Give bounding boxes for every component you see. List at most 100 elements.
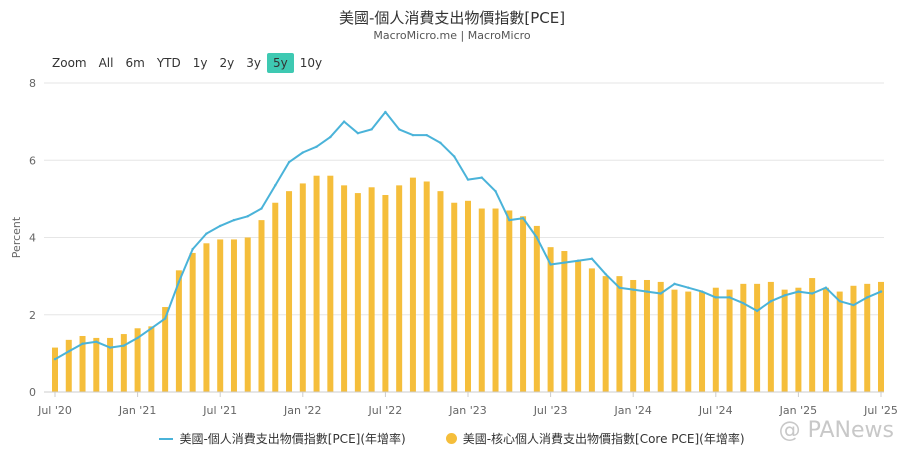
pce-point xyxy=(95,340,98,343)
pce-point xyxy=(274,184,277,187)
y-axis-label: Percent xyxy=(10,216,23,258)
core-pce-bar xyxy=(148,326,155,392)
core-pce-bar xyxy=(671,289,678,392)
pce-point xyxy=(783,294,786,297)
pce-point xyxy=(824,286,828,289)
legend-item-pce[interactable]: 美國-個人消費支出物價指數[PCE](年增率) xyxy=(159,430,406,447)
core-pce-bar xyxy=(52,347,58,392)
legend-label-pce: 美國-個人消費支出物價指數[PCE](年增率) xyxy=(179,432,406,446)
legend-label-core-pce: 美國-核心個人消費支出物價指數[Core PCE](年增率) xyxy=(462,432,745,446)
zoom-button-6m[interactable]: 6m xyxy=(125,56,145,70)
core-pce-bar xyxy=(368,187,375,392)
core-pce-bar xyxy=(781,289,788,392)
legend-item-core-pce[interactable]: 美國-核心個人消費支出物價指數[Core PCE](年增率) xyxy=(445,430,745,447)
zoom-button-ytd[interactable]: YTD xyxy=(156,56,181,70)
pce-point xyxy=(618,286,621,289)
pce-point xyxy=(659,292,662,295)
zoom-button-1y[interactable]: 1y xyxy=(192,56,208,70)
core-pce-bar xyxy=(767,281,774,392)
core-pce-bar xyxy=(286,191,293,392)
pce-point xyxy=(53,357,57,361)
core-pce-bar xyxy=(134,328,141,392)
core-pce-bar xyxy=(423,181,430,392)
core-pce-bar xyxy=(754,283,761,392)
core-pce-bar xyxy=(313,175,320,392)
core-pce-bar xyxy=(836,291,843,392)
pce-point xyxy=(342,120,346,123)
y-tick-label: 6 xyxy=(29,154,36,167)
core-pce-bar xyxy=(809,278,816,392)
x-tick-label: Jul '25 xyxy=(863,404,898,417)
pce-point xyxy=(122,344,126,347)
core-pce-bar xyxy=(822,287,829,392)
pce-point xyxy=(425,133,428,137)
pce-point xyxy=(177,280,181,284)
pce-point xyxy=(219,224,222,228)
pce-point xyxy=(205,232,208,235)
pce-point xyxy=(370,128,373,131)
core-pce-bar xyxy=(492,208,499,392)
core-pce-bar xyxy=(65,339,72,392)
core-pce-bar xyxy=(465,200,471,392)
core-pce-bar xyxy=(602,276,609,392)
zoom-button-5y[interactable]: 5y xyxy=(266,53,294,73)
x-tick-label: Jan '25 xyxy=(779,404,817,417)
chart-legend: 美國-個人消費支出物價指數[PCE](年增率) 美國-核心個人消費支出物價指數[… xyxy=(0,430,904,447)
core-pce-bar xyxy=(120,334,127,392)
pce-point xyxy=(480,176,483,179)
pce-point xyxy=(384,110,387,114)
core-pce-bar xyxy=(382,195,389,392)
pce-point xyxy=(246,215,249,218)
core-pce-bar xyxy=(699,291,706,392)
core-pce-bar xyxy=(230,239,237,392)
zoom-button-3y[interactable]: 3y xyxy=(246,56,261,70)
core-pce-bar xyxy=(327,175,334,392)
pce-point xyxy=(755,309,759,313)
core-pce-bar xyxy=(189,252,196,392)
core-pce-bar xyxy=(79,335,86,392)
core-pce-bar xyxy=(616,276,623,392)
zoom-button-2y[interactable]: 2y xyxy=(219,56,235,70)
core-pce-bar xyxy=(533,225,540,392)
pce-point xyxy=(673,282,676,286)
pce-point xyxy=(797,290,800,293)
pce-point xyxy=(645,290,649,293)
pce-point xyxy=(742,301,745,305)
x-tick-label: Jan '23 xyxy=(448,404,486,417)
pce-point xyxy=(67,350,70,353)
core-pce-bar xyxy=(203,243,210,392)
core-pce-bar xyxy=(162,307,169,392)
pce-point xyxy=(590,257,594,260)
pce-point xyxy=(315,145,318,148)
pce-point xyxy=(397,128,401,131)
chart-plot-area: 0 2 4 6 8 Percent Jul '20 Jan '21 Jul '21 Jan '22… xyxy=(10,77,898,417)
pce-point xyxy=(535,236,539,239)
zoom-button-10y[interactable]: 10y xyxy=(299,56,323,70)
pce-point xyxy=(329,135,332,139)
pce-point xyxy=(136,336,139,340)
y-tick-label: 0 xyxy=(29,386,36,399)
core-pce-bar xyxy=(520,216,527,392)
core-pce-bar xyxy=(864,283,871,392)
core-pce-bar xyxy=(726,289,733,392)
zoom-button-all[interactable]: All xyxy=(98,56,114,70)
core-pce-bar xyxy=(643,279,650,392)
pce-point xyxy=(810,292,814,295)
pce-point xyxy=(301,151,304,154)
x-tick-label: Jul '20 xyxy=(37,404,72,417)
x-tick-label: Jan '24 xyxy=(613,404,651,417)
core-pce-bar xyxy=(740,283,747,392)
pce-point xyxy=(879,290,883,293)
pce-point xyxy=(260,207,263,210)
pce-point xyxy=(700,290,704,293)
y-tick-label: 4 xyxy=(29,232,36,245)
core-pce-bar xyxy=(561,251,568,392)
pce-point xyxy=(714,296,717,299)
pce-point xyxy=(494,189,497,193)
x-tick-label: Jul '23 xyxy=(533,404,568,417)
pce-point xyxy=(866,296,869,299)
pce-point xyxy=(852,303,855,307)
pce-point xyxy=(549,263,552,266)
zoom-label: Zoom xyxy=(52,56,87,70)
pce-point xyxy=(687,286,690,289)
